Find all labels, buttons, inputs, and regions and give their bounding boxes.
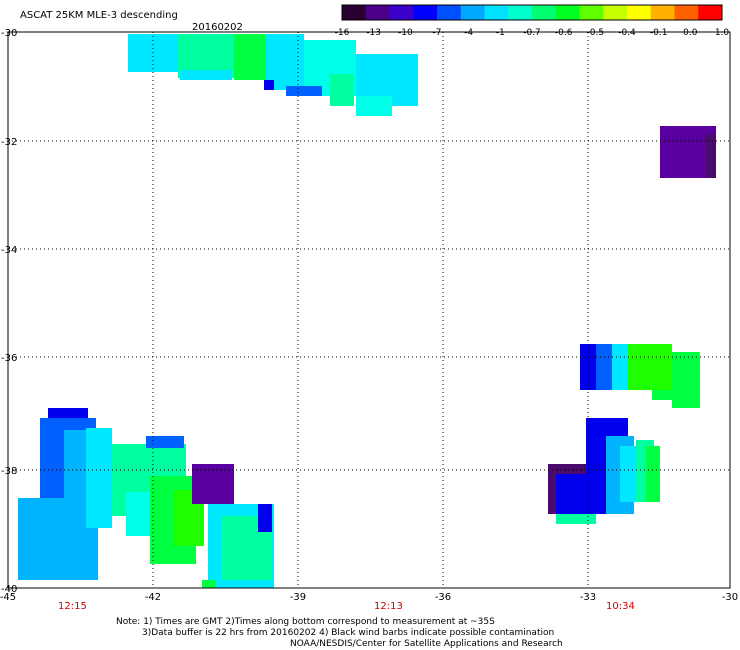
colorbar-label: -13 [366, 28, 381, 38]
lon-tick-label: -45 [0, 592, 16, 603]
lon-tick-label: -30 [722, 592, 738, 603]
colorbar-label: -0.7 [523, 28, 541, 38]
lon-tick-label: -39 [290, 592, 306, 603]
colorbar [341, 4, 723, 21]
wind-cell [620, 446, 640, 502]
wind-cell [286, 86, 322, 96]
map-date: 20160202 [192, 22, 243, 33]
wind-cell [646, 446, 660, 502]
wind-cell [86, 428, 112, 528]
colorbar-label: -0.1 [650, 28, 668, 38]
wind-cell [596, 344, 612, 390]
wind-cell [202, 580, 216, 588]
colorbar-segment [437, 5, 462, 20]
colorbar-label: -4 [464, 28, 473, 38]
lon-tick-label: -33 [580, 592, 596, 603]
map-title: ASCAT 25KM MLE-3 descending [20, 10, 178, 21]
wind-cell [612, 344, 628, 390]
colorbar-label: 0.0 [683, 28, 698, 38]
wind-cell [556, 514, 596, 524]
lat-tick-label: -36 [1, 353, 17, 364]
colorbar-segment [603, 5, 628, 20]
wind-cell [264, 80, 274, 90]
lat-tick-label: -38 [1, 466, 17, 477]
wind-cell [258, 504, 272, 532]
wind-cell [126, 492, 150, 536]
wind-cell [180, 70, 232, 80]
wind-cell [146, 436, 184, 448]
colorbar-label: -1 [496, 28, 505, 38]
colorbar-segment [627, 5, 652, 20]
lat-tick-label: -30 [1, 28, 17, 39]
colorbar-segment [579, 5, 604, 20]
lon-tick-label: -42 [145, 592, 161, 603]
wind-cell [556, 474, 592, 514]
lon-tick-label: -36 [435, 592, 451, 603]
wind-cell [652, 390, 672, 400]
wind-cell [192, 464, 234, 504]
note-line-3: NOAA/NESDIS/Center for Satellite Applica… [290, 639, 563, 649]
wind-cell [234, 34, 266, 80]
time-label-1215: 12:15 [58, 601, 87, 612]
wind-cell [580, 344, 596, 390]
time-label-1034: 10:34 [606, 601, 635, 612]
colorbar-segment [389, 5, 414, 20]
wind-cell [672, 352, 700, 408]
colorbar-segment [555, 5, 580, 20]
colorbar-segment [484, 5, 509, 20]
plot-frame [7, 31, 731, 589]
wind-cell [706, 134, 716, 178]
lat-lon-grid [8, 32, 730, 588]
colorbar-labels: -16 -13 -10 -7 -4 -1 -0.7 -0.6 -0.5 -0.4 -0.1 0.0 1.… [335, 28, 730, 38]
wind-cell [356, 96, 392, 116]
colorbar-label: 1.0 [715, 28, 730, 38]
colorbar-segment [650, 5, 675, 20]
colorbar-segment [365, 5, 390, 20]
lat-tick-label: -40 [1, 584, 17, 595]
colorbar-label: -0.6 [555, 28, 573, 38]
colorbar-segment [674, 5, 699, 20]
colorbar-label: -0.5 [587, 28, 605, 38]
wind-swaths [18, 34, 716, 588]
wind-cell [330, 74, 354, 106]
colorbar-label: -16 [335, 28, 350, 38]
wind-cell [628, 344, 672, 390]
colorbar-label: -0.4 [618, 28, 636, 38]
colorbar-segment [532, 5, 557, 20]
note-line-2: 3)Data buffer is 22 hrs from 20160202 4)… [142, 628, 554, 638]
colorbar-segment [698, 5, 723, 20]
colorbar-segment [342, 5, 367, 20]
colorbar-label: -10 [398, 28, 413, 38]
time-label-1213: 12:13 [374, 601, 403, 612]
axis-tick-labels: -45 -42 -39 -36 -33 -30 -30 -32 -34 -36 -38 -40 [0, 28, 738, 603]
note-line-1: Note: 1) Times are GMT 2)Times along bot… [116, 617, 495, 627]
colorbar-segment [508, 5, 533, 20]
lat-tick-label: -32 [1, 137, 17, 148]
colorbar-segment [413, 5, 438, 20]
colorbar-frame [341, 4, 723, 21]
colorbar-segment [460, 5, 485, 20]
colorbar-label: -7 [433, 28, 442, 38]
lat-tick-label: -34 [1, 245, 17, 256]
